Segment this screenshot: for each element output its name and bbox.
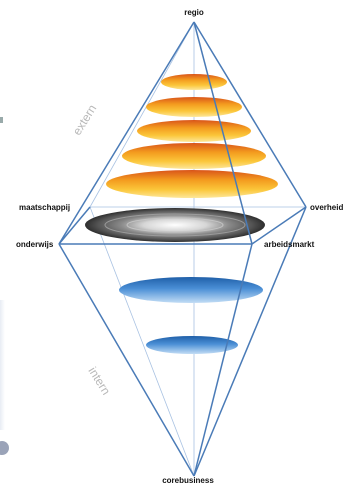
label-onderwijs: onderwijs [16, 240, 54, 249]
edge-dot [0, 441, 9, 455]
blue-disc-2 [146, 336, 238, 354]
orange-disc-3 [137, 120, 251, 142]
orange-disc-5 [106, 170, 278, 198]
frame-front-lines [58, 21, 307, 477]
label-overheid: overheid [310, 203, 343, 212]
orange-disc-stack [106, 74, 278, 198]
zone-label-extern: extern [70, 102, 100, 138]
label-regio: regio [184, 8, 204, 17]
label-arbeidsmarkt: arbeidsmarkt [264, 240, 315, 249]
edge-strip [0, 300, 5, 430]
zone-label-intern: intern [85, 364, 113, 397]
edge-tick [0, 117, 3, 123]
orange-disc-1 [161, 74, 227, 90]
label-maatschappij: maatschappij [19, 203, 70, 212]
blue-disc-1 [119, 277, 263, 303]
frame-back-lines [89, 21, 306, 477]
orange-disc-4 [122, 143, 266, 169]
grey-center-disc [85, 208, 265, 242]
label-corebusiness: corebusiness [162, 476, 214, 483]
orange-disc-2 [146, 97, 242, 117]
blue-disc-stack [119, 277, 263, 354]
